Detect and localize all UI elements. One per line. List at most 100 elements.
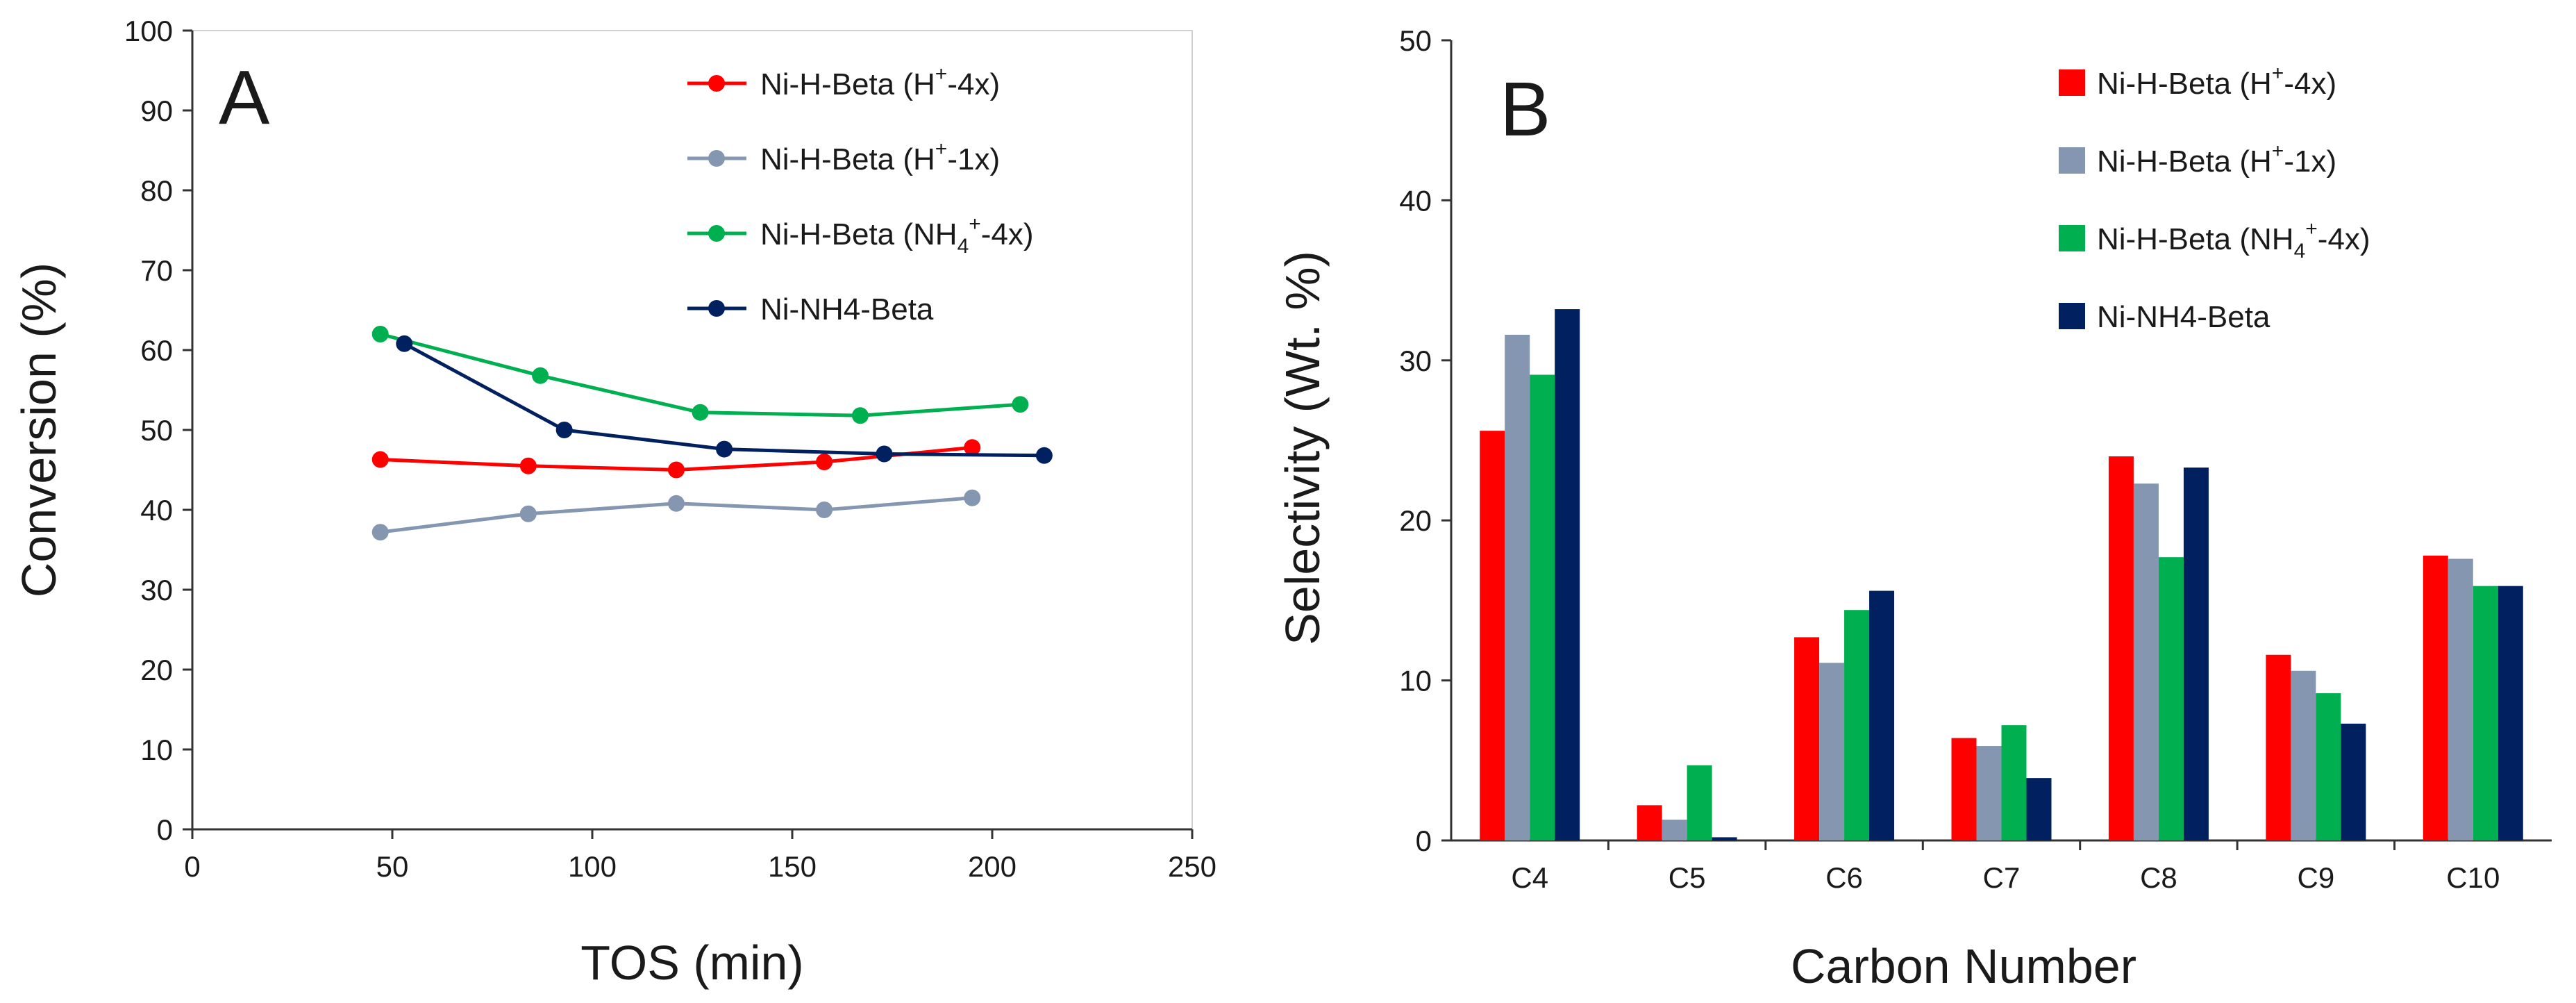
panel-b-legend-label-tail: -1x) [2284, 144, 2336, 179]
panel-b-legend-label-main: Ni-H-Beta (H [2097, 67, 2272, 101]
panel-a-data-point [371, 451, 389, 468]
panel-b-bar [1819, 663, 1845, 840]
panel-a-series [371, 326, 1053, 541]
panel-b-y-tick-label: 20 [1399, 504, 1432, 537]
panel-a-x-tick-label: 100 [568, 850, 617, 883]
panel-b-bar [1530, 374, 1555, 840]
panel-a-conversion-chart: 0 10 20 30 40 50 60 70 80 90 100 0 50 100 150 200 250 Ni… [12, 15, 1216, 990]
panel-a-x-tick-label: 0 [184, 850, 200, 883]
panel-a-data-point [816, 454, 833, 470]
panel-b-bars [1480, 309, 2523, 840]
panel-a-data-point [964, 489, 981, 506]
panel-b-x-axis-title: Carbon Number [1791, 939, 2136, 993]
panel-b-bar [2473, 586, 2498, 840]
panel-a-data-point [519, 505, 537, 522]
panel-b-y-tick-label: 0 [1416, 824, 1432, 857]
panel-a-legend-marker [708, 75, 725, 92]
panel-a-axes: 0 10 20 30 40 50 60 70 80 90 100 0 50 100 150 200 250 [124, 15, 1216, 883]
panel-b-x-tick-label: C8 [2140, 861, 2177, 894]
panel-a-data-point [396, 335, 413, 352]
panel-b-x-tick-label: C7 [1983, 861, 2021, 894]
panel-a-x-tick-label: 200 [968, 850, 1017, 883]
panel-b-legend-label: Ni-H-Beta (H+-1x) [2097, 140, 2336, 179]
panel-b-legend-swatch [2059, 225, 2085, 251]
panel-a-data-point [371, 326, 389, 342]
panel-a-letter: A [219, 55, 270, 140]
panel-a-y-tick-label: 50 [140, 414, 173, 447]
panel-a-y-tick-label: 70 [140, 254, 173, 287]
panel-a-legend-label: Ni-NH4-Beta [760, 292, 934, 326]
panel-b-bar [1687, 765, 1712, 840]
panel-b-legend-swatch [2059, 147, 2085, 174]
panel-b-x-tick-label: C5 [1668, 861, 1706, 894]
panel-b-y-tick-label: 40 [1399, 184, 1432, 217]
panel-b-legend-label-main: Ni-H-Beta (NH [2097, 222, 2294, 256]
panel-b-x-tick-label: C4 [1511, 861, 1548, 894]
panel-a-legend-marker [708, 225, 725, 242]
panel-a-legend-label-sub: 4 [957, 235, 969, 258]
panel-a-data-point [519, 457, 537, 474]
panel-a-legend-label-sup: + [935, 63, 948, 85]
panel-b-bar [2001, 725, 2027, 840]
panel-b-bar [1869, 590, 1895, 840]
panel-b-legend: Ni-H-Beta (H+-4x)Ni-H-Beta (H+-1x)Ni-H-B… [2059, 62, 2370, 334]
panel-b-bar [1505, 334, 1530, 840]
panel-b-bar [2498, 586, 2523, 840]
panel-b-y-axis-title: Selectivity (Wt. %) [1276, 251, 1330, 645]
panel-b-legend-label-main: Ni-NH4-Beta [2097, 300, 2270, 334]
panel-a-data-point [555, 422, 573, 438]
panel-a-y-tick-label: 30 [140, 574, 173, 606]
panel-a-legend-label-sup: + [935, 138, 948, 160]
panel-a-legend-label-tail: -4x) [947, 67, 1000, 101]
panel-b-bar [2291, 670, 2316, 840]
panel-b-bar [1637, 805, 1662, 840]
panel-a-data-point [692, 404, 709, 421]
panel-b-legend-label: Ni-NH4-Beta [2097, 300, 2270, 334]
panel-a-plot-frame [192, 30, 1193, 830]
panel-b-bar [1712, 837, 1737, 840]
panel-a-legend-label: Ni-H-Beta (NH4+-4x) [760, 213, 1034, 258]
panel-a-y-tick-label: 60 [140, 334, 173, 367]
panel-b-bar [2423, 555, 2448, 840]
panel-a-x-tick-label: 250 [1168, 850, 1216, 883]
panel-a-legend-label-main: Ni-H-Beta (NH [760, 217, 957, 251]
panel-a-y-tick-label: 10 [140, 733, 173, 766]
panel-b-legend-swatch [2059, 69, 2085, 96]
panel-a-legend-label-main: Ni-H-Beta (H [760, 67, 935, 101]
panel-a-legend-label-main: Ni-NH4-Beta [760, 292, 934, 326]
panel-a-legend-label: Ni-H-Beta (H+-1x) [760, 138, 1000, 176]
panel-a-data-point [532, 367, 549, 384]
panel-b-bar [1976, 746, 2002, 840]
panel-b-legend-swatch [2059, 303, 2085, 329]
panel-a-legend-marker [708, 150, 725, 167]
panel-b-legend-label-tail: -4x) [2318, 222, 2370, 256]
panel-a-series-line [380, 332, 1021, 417]
panel-b-legend-label-sup: + [2272, 140, 2284, 163]
panel-b-legend-label-tail: -4x) [2284, 67, 2336, 101]
panel-a-data-point [1035, 447, 1053, 464]
panel-a-data-point [667, 461, 685, 479]
panel-a-legend-label-tail: -1x) [947, 142, 1000, 176]
panel-b-bar [1480, 431, 1505, 840]
panel-a-y-tick-label: 100 [124, 15, 173, 47]
panel-a-legend-marker [708, 300, 725, 317]
panel-b-legend-label-sup: + [2305, 217, 2318, 240]
panel-b-bar [1662, 820, 1687, 840]
panel-b-bar [2108, 456, 2134, 840]
panel-b-bar [2448, 558, 2473, 840]
panel-a-data-point [964, 439, 981, 456]
panel-a-y-tick-label: 0 [157, 813, 173, 846]
panel-b-legend-label-sup: + [2272, 62, 2284, 85]
panel-a-data-point [876, 445, 893, 463]
panel-b-bar [2158, 557, 2184, 840]
panel-a-data-point [1012, 396, 1029, 413]
panel-a-legend: Ni-H-Beta (H+-4x)Ni-H-Beta (H+-1x)Ni-H-B… [687, 63, 1034, 326]
panel-b-letter: B [1500, 67, 1550, 152]
panel-a-legend-label: Ni-H-Beta (H+-4x) [760, 63, 1000, 101]
panel-b-bar [2266, 654, 2291, 840]
panel-b-axes: 0 10 20 30 40 50 C4 C5 C6 C7 C8 C9 C10 [1399, 24, 2552, 894]
panel-b-x-tick-label: C6 [1825, 861, 1863, 894]
panel-b-bar [1951, 738, 1977, 840]
panel-a-data-point [371, 524, 389, 541]
